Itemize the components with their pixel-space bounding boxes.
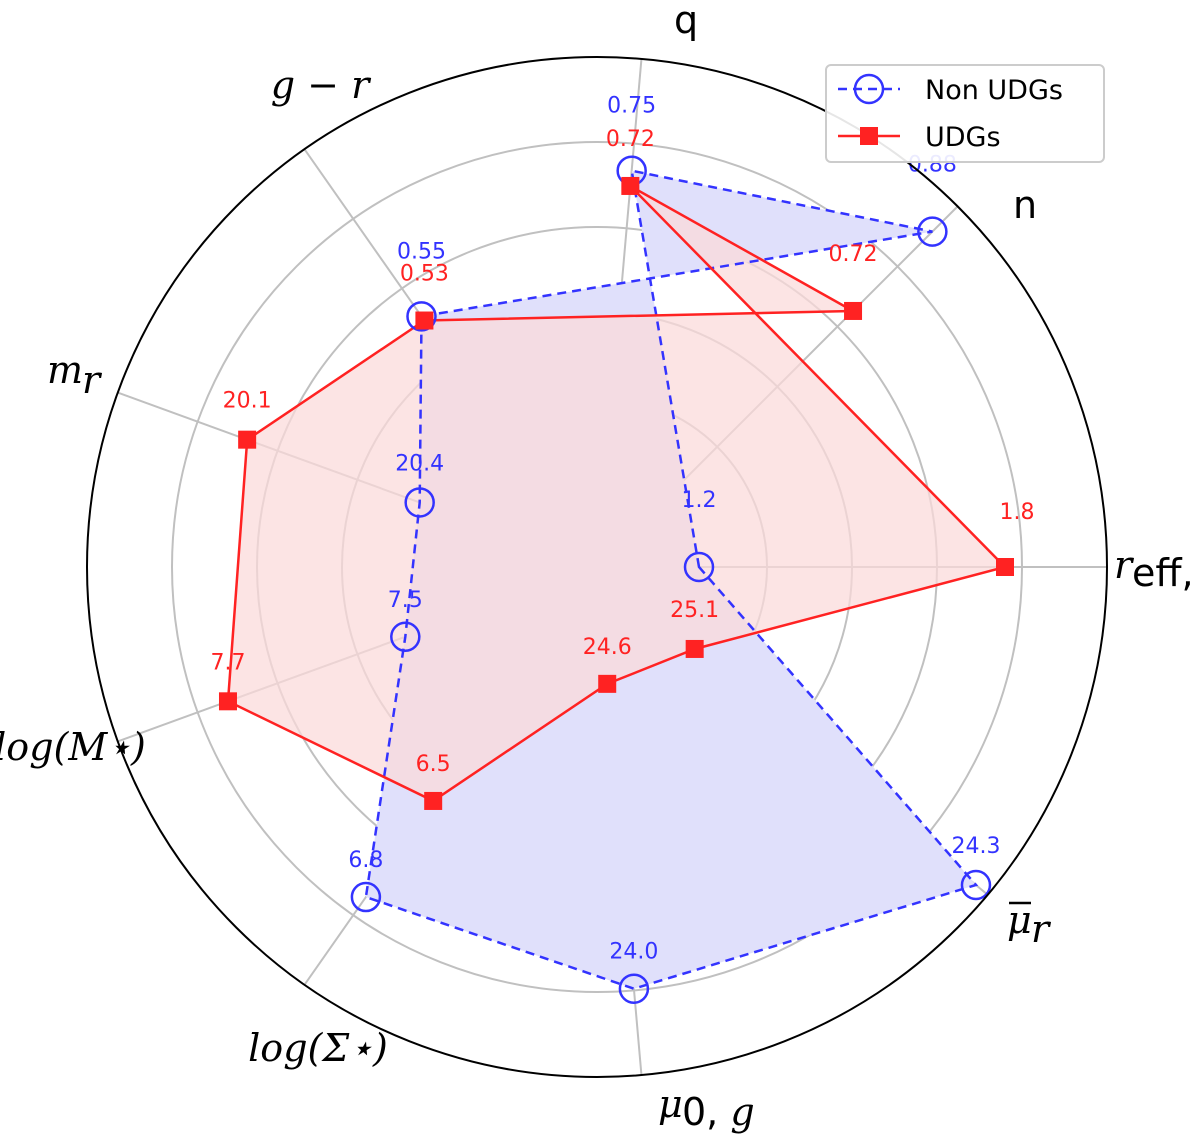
axis-label-mubar-r: μ r (1007, 898, 1052, 951)
axis-label-reff: r eff, g (1114, 543, 1200, 595)
value-label-nonudg-g_r: 0.55 (397, 239, 446, 264)
marker-nonudg-mu0g (618, 973, 650, 1004)
svg-text:μ: μ (1007, 898, 1032, 942)
marker-udg-q (621, 176, 640, 195)
series-line-0 (364, 169, 979, 991)
value-label-udg-reff: 1.8 (1000, 500, 1035, 525)
value-label-udg-n: 0.72 (829, 242, 878, 267)
value-label-nonudg-logSigma: 6.8 (348, 848, 383, 873)
marker-udg-mr (238, 430, 257, 449)
value-label-nonudg-q: 0.75 (607, 94, 656, 119)
marker-udg-reff (996, 558, 1014, 576)
value-labels: 1.20.750.880.5520.47.56.824.024.31.80.72… (210, 94, 1034, 965)
axis-label-q: q (674, 0, 698, 42)
axis-label-logM: log(M⋆) (0, 725, 146, 769)
value-label-udg-logM: 7.7 (210, 650, 245, 675)
axis-label-n: n (1013, 183, 1037, 227)
value-label-nonudg-logM: 7.5 (388, 588, 423, 613)
marker-udg-n (844, 301, 863, 320)
value-label-nonudg-mu0g: 24.0 (609, 940, 658, 965)
svg-text:μ: μ (658, 1082, 683, 1126)
legend-box (825, 64, 1105, 163)
axis-label-mr: m r (47, 348, 103, 402)
series-lines (226, 169, 1008, 991)
svg-text:m: m (47, 348, 83, 392)
legend-label-udgs: UDGs (925, 122, 1001, 153)
marker-udg-g_r (415, 311, 434, 330)
marker-nonudg-logSigma (350, 881, 382, 913)
value-label-udg-g_r: 0.53 (400, 262, 449, 287)
series-markers (218, 155, 1014, 1004)
marker-udg-mu0g (598, 674, 617, 693)
marker-udg-logSigma (424, 791, 443, 810)
marker-udg-logM (218, 692, 237, 711)
marker-nonudg-mr (404, 487, 435, 518)
value-label-udg-mubar_r: 25.1 (670, 598, 719, 623)
legend: Non UDGs UDGs (825, 64, 1105, 163)
svg-text:0, g: 0, g (682, 1090, 755, 1134)
legend-label-non-udgs: Non UDGs (925, 75, 1063, 106)
svg-text:r: r (82, 358, 103, 402)
marker-nonudg-logM (390, 621, 421, 653)
marker-nonudg-g_r (406, 301, 437, 332)
series-line-1 (226, 184, 1008, 803)
svg-text:r: r (1114, 543, 1135, 587)
value-label-udg-mr: 20.1 (223, 389, 272, 414)
value-label-nonudg-mr: 20.4 (395, 451, 444, 476)
value-label-udg-q: 0.72 (606, 127, 655, 152)
svg-text:r: r (1031, 907, 1052, 951)
value-label-nonudg-mubar_r: 24.3 (951, 834, 1000, 859)
axis-label-logSigma: log(Σ⋆) (248, 1026, 388, 1070)
value-label-udg-mu0g: 24.6 (583, 635, 632, 660)
marker-udg-mubar_r (685, 639, 704, 658)
value-label-udg-logSigma: 6.5 (416, 752, 451, 777)
marker-nonudg-n (917, 216, 948, 247)
axis-label-mu0g: μ 0, g (658, 1082, 755, 1134)
marker-nonudg-reff (683, 551, 715, 583)
legend-marker-udgs (860, 127, 878, 145)
outer-frame-circle (86, 56, 1108, 1078)
value-label-nonudg-reff: 1.2 (682, 488, 717, 513)
series-fills (228, 170, 1005, 989)
axis-label-g-r: g − r (271, 63, 372, 107)
legend-marker-non-udgs (853, 73, 885, 105)
marker-nonudg-mubar_r (960, 869, 992, 901)
svg-text:eff, g: eff, g (1132, 551, 1200, 595)
